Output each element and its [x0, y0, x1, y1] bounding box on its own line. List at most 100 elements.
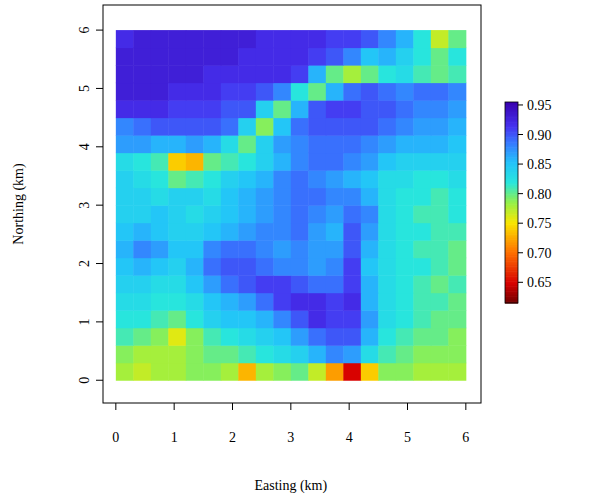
cell — [203, 188, 221, 206]
cell — [396, 135, 414, 153]
cell — [343, 293, 361, 311]
cell — [203, 153, 221, 171]
cell — [116, 363, 134, 381]
cell — [431, 328, 449, 346]
cell — [186, 345, 204, 363]
cell — [413, 153, 431, 171]
cell — [413, 100, 431, 118]
cell — [133, 345, 151, 363]
cell — [168, 83, 186, 101]
cell — [413, 135, 431, 153]
cell — [116, 223, 134, 241]
cell — [186, 328, 204, 346]
cell — [273, 48, 291, 66]
cell — [203, 48, 221, 66]
cell — [151, 65, 169, 83]
cell — [326, 100, 344, 118]
cell — [273, 345, 291, 363]
colorbar-tick — [518, 282, 523, 283]
cell — [238, 170, 256, 188]
cell — [448, 275, 466, 293]
cell — [431, 118, 449, 136]
cell — [203, 65, 221, 83]
cell — [413, 188, 431, 206]
cell — [308, 30, 326, 48]
cell — [186, 100, 204, 118]
cell — [256, 170, 274, 188]
cell — [343, 83, 361, 101]
cell — [116, 153, 134, 171]
cell — [168, 48, 186, 66]
cell — [326, 363, 344, 381]
x-tick — [465, 403, 466, 410]
cell — [116, 48, 134, 66]
cell — [273, 170, 291, 188]
cell — [238, 240, 256, 258]
cell — [291, 100, 309, 118]
cell — [238, 65, 256, 83]
x-axis-title: Easting (km) — [254, 478, 327, 494]
cell — [378, 188, 396, 206]
cell — [326, 345, 344, 363]
cell — [273, 118, 291, 136]
cell — [291, 240, 309, 258]
cell — [291, 188, 309, 206]
cell — [221, 258, 239, 276]
cell — [203, 258, 221, 276]
cell — [308, 170, 326, 188]
cell — [343, 363, 361, 381]
cell — [273, 328, 291, 346]
cell — [448, 223, 466, 241]
cell — [448, 135, 466, 153]
cell — [151, 83, 169, 101]
cell — [238, 328, 256, 346]
cell — [291, 363, 309, 381]
cell — [186, 240, 204, 258]
cell — [361, 83, 379, 101]
x-tick — [232, 403, 233, 410]
cell — [238, 345, 256, 363]
cell — [116, 293, 134, 311]
cell — [256, 48, 274, 66]
cell — [448, 170, 466, 188]
cell — [238, 205, 256, 223]
colorbar-tick-label: 0.85 — [527, 157, 552, 172]
x-tick-label: 4 — [346, 430, 353, 445]
cell — [361, 188, 379, 206]
cell — [203, 310, 221, 328]
cell — [186, 48, 204, 66]
cell — [133, 240, 151, 258]
cell — [448, 48, 466, 66]
cell — [378, 48, 396, 66]
cell — [308, 65, 326, 83]
cell — [116, 135, 134, 153]
cell — [343, 100, 361, 118]
cell — [256, 205, 274, 223]
cell — [221, 328, 239, 346]
cell — [378, 275, 396, 293]
cell — [168, 118, 186, 136]
cell — [221, 65, 239, 83]
cell — [308, 363, 326, 381]
cell — [326, 135, 344, 153]
cell — [431, 48, 449, 66]
cell — [186, 275, 204, 293]
cell — [221, 293, 239, 311]
map-chart: 01234560123456Easting (km)Northing (km)0… — [0, 0, 592, 501]
y-tick-label: 0 — [77, 377, 92, 384]
cell — [221, 363, 239, 381]
x-tick-label: 3 — [287, 430, 294, 445]
cell — [448, 30, 466, 48]
cell — [256, 30, 274, 48]
cell — [256, 223, 274, 241]
cell — [343, 328, 361, 346]
cell — [221, 310, 239, 328]
cell — [273, 65, 291, 83]
cell — [116, 188, 134, 206]
cell — [378, 293, 396, 311]
cell — [291, 258, 309, 276]
cell — [326, 240, 344, 258]
cell — [378, 170, 396, 188]
cell — [343, 153, 361, 171]
cell — [326, 153, 344, 171]
